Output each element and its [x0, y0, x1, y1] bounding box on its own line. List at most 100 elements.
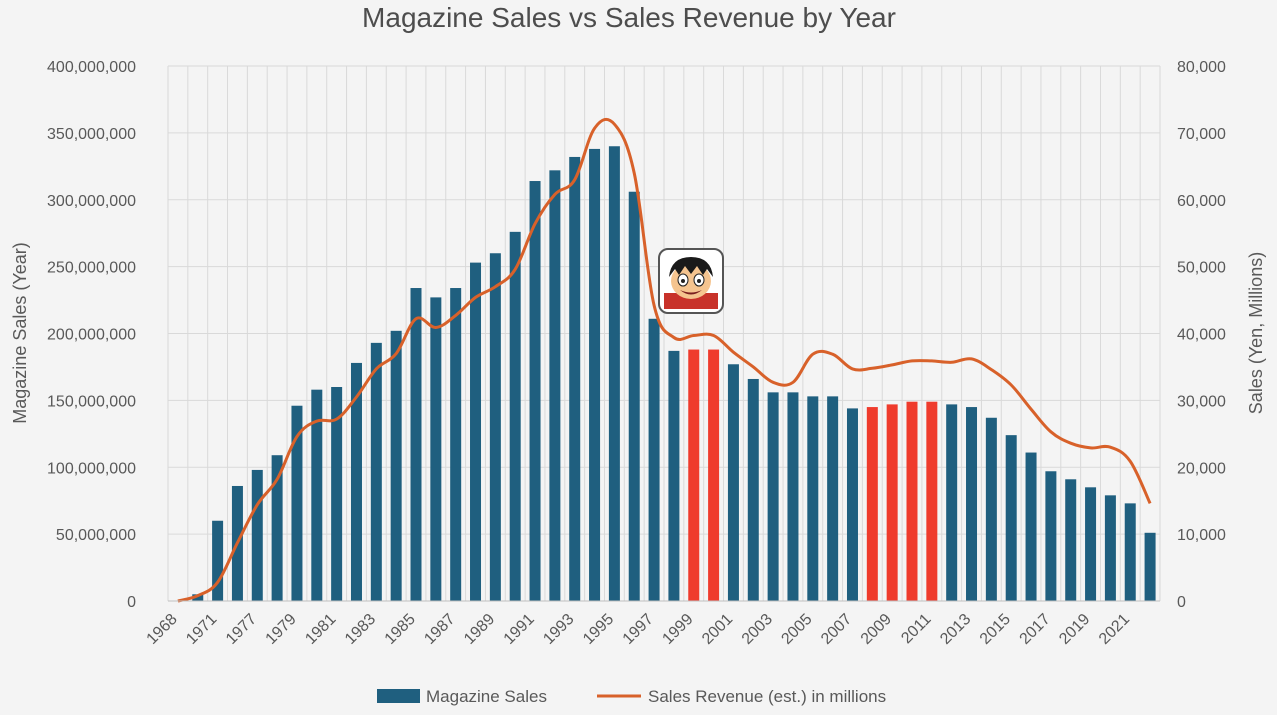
x-tick-label: 1991 [501, 611, 538, 648]
right-axis-title: Sales (Yen, Millions) [1246, 252, 1266, 414]
bar [866, 407, 878, 601]
y2-tick-label: 60,000 [1177, 193, 1226, 210]
x-tick-label: 1989 [461, 611, 498, 648]
character-avatar-icon [658, 248, 724, 314]
bar [827, 396, 839, 601]
bar [1005, 435, 1017, 601]
bar [509, 231, 521, 601]
bar [1065, 479, 1077, 601]
y2-tick-label: 20,000 [1177, 460, 1226, 477]
y2-tick-label: 80,000 [1177, 59, 1226, 76]
bar [747, 378, 759, 601]
bar [668, 350, 680, 601]
bar [489, 253, 501, 601]
bar [430, 297, 442, 601]
bar [589, 148, 601, 602]
bar [708, 349, 720, 601]
x-tick-label: 1968 [144, 611, 181, 648]
bar [370, 342, 382, 601]
x-tick-label: 2005 [778, 611, 815, 648]
y-tick-label: 50,000,000 [56, 527, 136, 544]
x-tick-label: 2021 [1096, 611, 1133, 648]
y2-tick-label: 70,000 [1177, 126, 1226, 143]
revenue-line [177, 117, 1152, 603]
legend-bar-label: Magazine Sales [426, 687, 547, 706]
x-tick-label: 1999 [659, 611, 696, 648]
bar [787, 392, 799, 601]
x-tick-label: 1995 [580, 611, 617, 648]
bar [966, 407, 978, 601]
bar-series [192, 146, 1156, 602]
bar [350, 362, 362, 601]
bar [1104, 495, 1116, 601]
x-tick-label: 1979 [263, 611, 300, 648]
y2-tick-label: 40,000 [1177, 327, 1226, 344]
y-tick-label: 100,000,000 [47, 460, 136, 477]
legend: Magazine Sales Sales Revenue (est.) in m… [377, 687, 886, 706]
x-tick-label: 1971 [183, 611, 220, 648]
y2-tick-label: 0 [1177, 594, 1186, 611]
bar [648, 318, 660, 601]
x-tick-label: 1985 [382, 611, 419, 648]
x-tick-label: 1983 [342, 611, 379, 648]
bar [946, 404, 958, 601]
bar [1085, 487, 1097, 601]
bar [846, 408, 858, 601]
right-axis-ticks: 0 10,000 20,000 30,000 40,000 50,000 60,000 70,… [1177, 59, 1226, 611]
x-tick-label: 2015 [977, 611, 1014, 648]
x-tick-label: 2001 [699, 611, 736, 648]
bar [470, 262, 482, 601]
bar [251, 469, 263, 601]
bar [549, 170, 561, 601]
bar [608, 146, 620, 601]
legend-line-label: Sales Revenue (est.) in millions [648, 687, 886, 706]
bar [192, 594, 204, 601]
y-tick-label: 350,000,000 [47, 126, 136, 143]
bar [628, 191, 640, 601]
bar [906, 401, 918, 601]
bar [291, 405, 303, 601]
x-tick-label: 1987 [421, 611, 458, 648]
x-tick-label: 1997 [620, 611, 657, 648]
bar [271, 455, 283, 601]
bar [767, 392, 779, 601]
y-tick-label: 400,000,000 [47, 59, 136, 76]
x-tick-label: 2019 [1056, 611, 1093, 648]
y-tick-label: 150,000,000 [47, 393, 136, 410]
left-axis-ticks: 0 50,000,000 100,000,000 150,000,000 200,000… [47, 59, 136, 611]
left-axis-title: Magazine Sales (Year) [10, 242, 30, 423]
bar [410, 288, 422, 601]
y-tick-label: 250,000,000 [47, 260, 136, 277]
bar [390, 330, 402, 601]
gridlines [167, 65, 1161, 602]
bar [311, 389, 323, 601]
y-tick-label: 0 [127, 594, 136, 611]
bar [450, 288, 462, 601]
x-tick-label: 2011 [898, 611, 934, 647]
bar [529, 181, 541, 601]
bar [807, 396, 819, 601]
bar [926, 401, 938, 601]
x-tick-label: 1993 [540, 611, 577, 648]
bar [688, 349, 700, 601]
legend-bar-swatch [377, 689, 420, 703]
bar [212, 520, 224, 601]
y2-tick-label: 30,000 [1177, 393, 1226, 410]
x-tick-label: 2013 [937, 611, 974, 648]
y-tick-label: 200,000,000 [47, 327, 136, 344]
bar [1045, 471, 1057, 601]
bar [331, 387, 343, 601]
y-tick-label: 300,000,000 [47, 193, 136, 210]
bar [1144, 532, 1156, 601]
y2-tick-label: 50,000 [1177, 260, 1226, 277]
bar [569, 156, 581, 601]
y2-tick-label: 10,000 [1177, 527, 1226, 544]
x-tick-label: 2007 [818, 611, 855, 648]
bar [886, 404, 898, 601]
x-tick-label: 2009 [858, 611, 895, 648]
x-tick-label: 2003 [739, 611, 776, 648]
x-tick-label: 1981 [302, 611, 339, 648]
x-axis-ticks: 1968 1971 1977 1979 1981 1983 1985 1987 1989 1991… [144, 611, 1134, 648]
bar [727, 364, 739, 601]
